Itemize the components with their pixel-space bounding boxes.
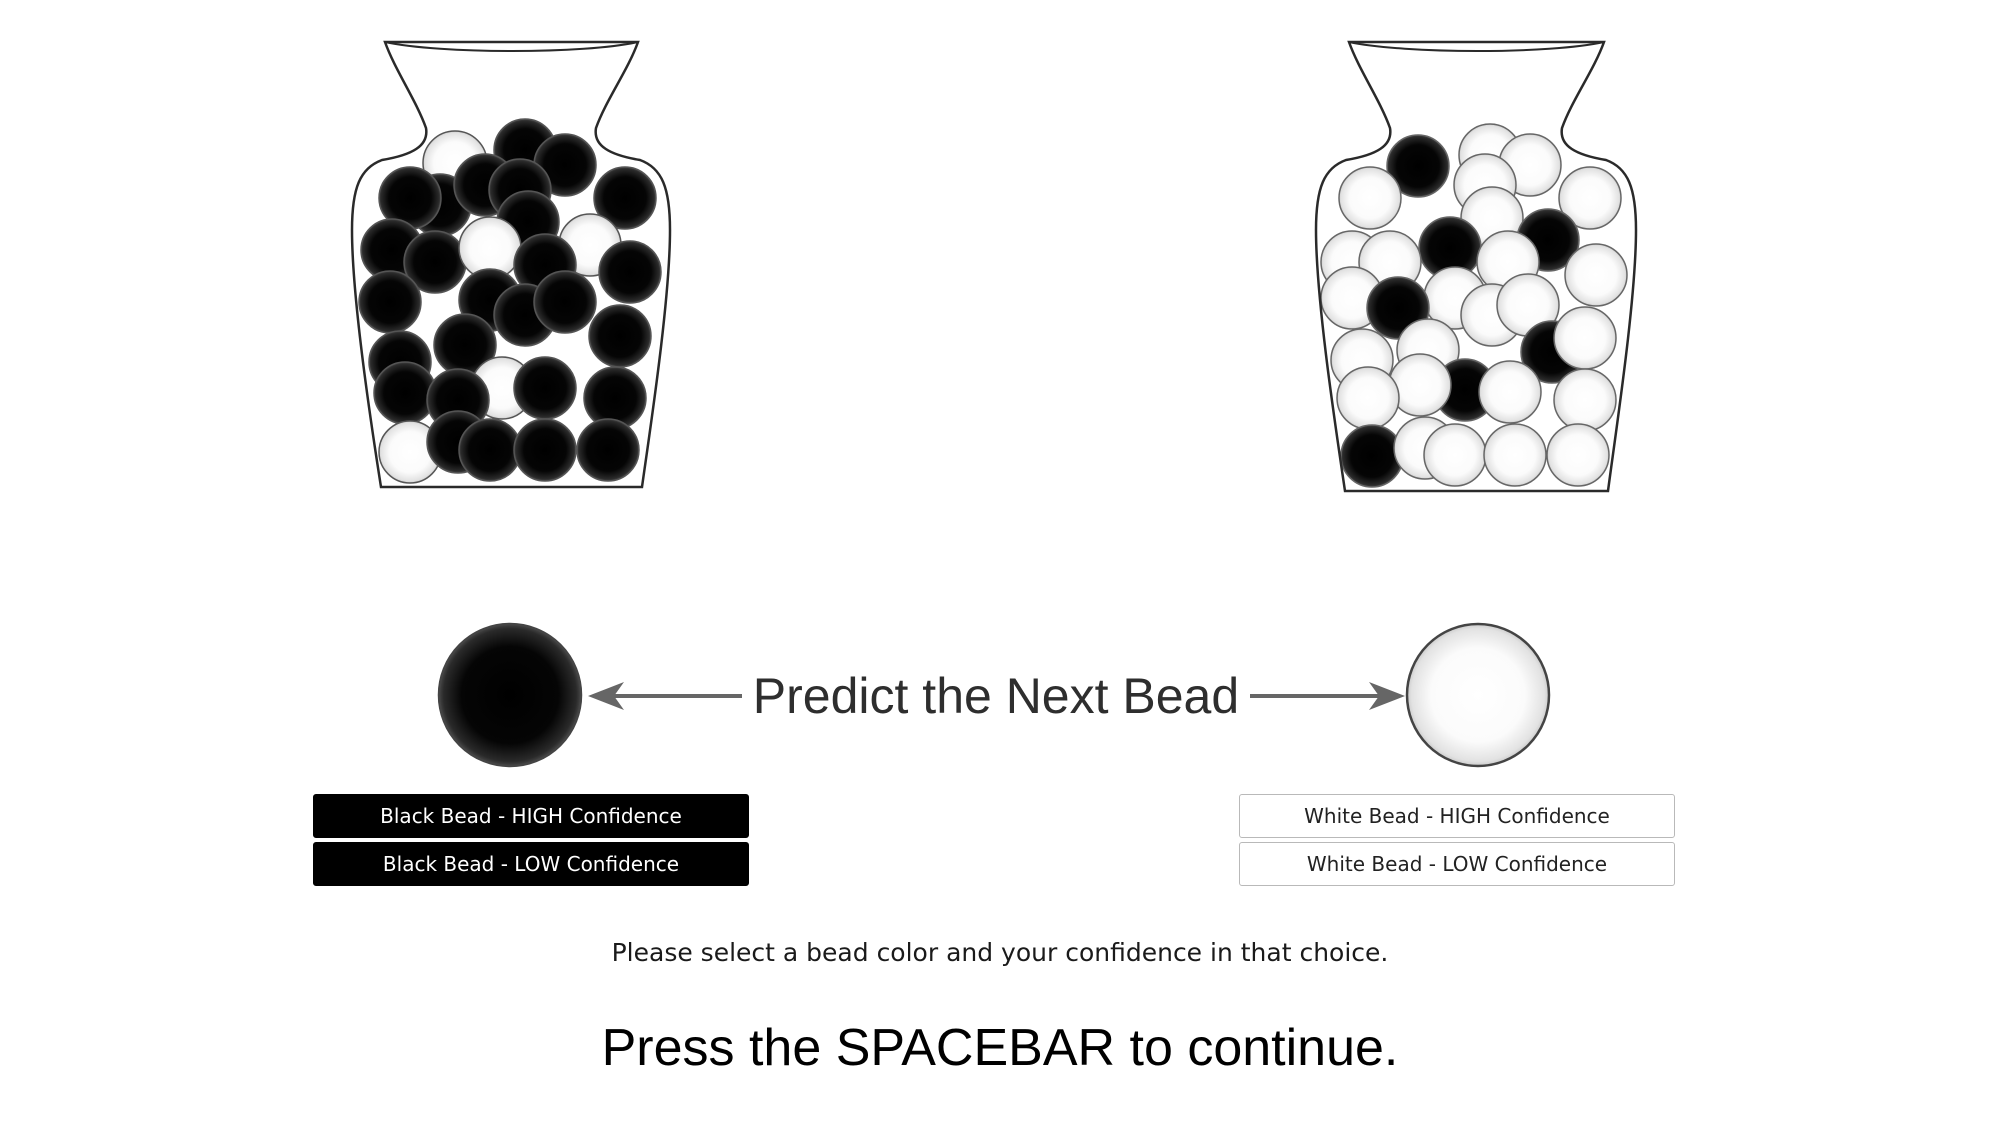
left-jar-beads — [358, 118, 662, 484]
white-bead-low-confidence-button[interactable]: White Bead - LOW Confidence — [1239, 842, 1675, 886]
right-jar-outline — [1314, 40, 1638, 493]
white-bead-icon — [1405, 622, 1551, 768]
instruction-text: Please select a bead color and your conf… — [611, 938, 1389, 967]
left-jar — [350, 40, 672, 489]
white-bead-high-confidence-button[interactable]: White Bead - HIGH Confidence — [1239, 794, 1675, 838]
right-jar-rim — [1348, 41, 1605, 52]
right-jar-beads — [1320, 123, 1628, 488]
prediction-prompt: Predict the Next Bead — [437, 622, 1551, 768]
left-jar-outline — [350, 40, 672, 489]
right-arrow-icon — [1369, 682, 1405, 710]
left-jar-rim — [384, 41, 639, 52]
left-arrow-icon — [588, 682, 624, 710]
black-bead-low-confidence-button[interactable]: Black Bead - LOW Confidence — [313, 842, 749, 886]
black-bead-high-confidence-button[interactable]: Black Bead - HIGH Confidence — [313, 794, 749, 838]
prompt-title: Predict the Next Bead — [753, 668, 1239, 724]
right-jar — [1314, 40, 1638, 493]
black-bead-icon — [437, 622, 583, 768]
continue-prompt: Press the SPACEBAR to continue. — [601, 1019, 1399, 1077]
